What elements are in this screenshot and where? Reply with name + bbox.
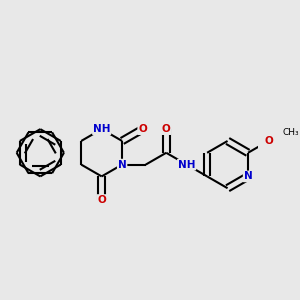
Text: O: O [97, 195, 106, 205]
Text: O: O [162, 124, 171, 134]
Text: N: N [244, 171, 252, 182]
Text: NH: NH [178, 160, 195, 170]
Text: NH: NH [93, 124, 110, 134]
Text: CH₃: CH₃ [283, 128, 299, 137]
Text: N: N [118, 160, 127, 170]
Text: O: O [264, 136, 273, 146]
Text: O: O [138, 124, 147, 134]
